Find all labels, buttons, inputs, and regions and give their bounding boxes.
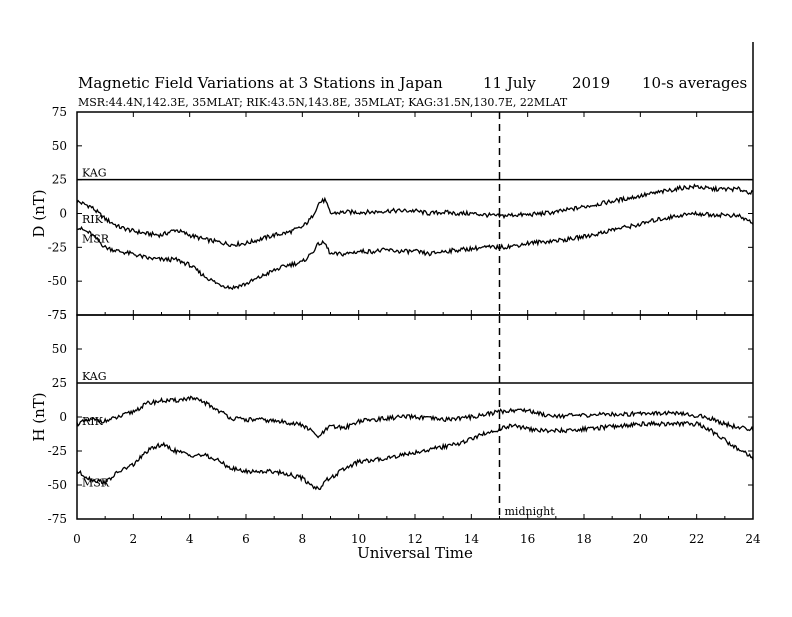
- y-tick-label: 25: [52, 173, 67, 187]
- series-label-kag: KAG: [82, 370, 107, 383]
- series-line-msr-upper: [76, 210, 754, 291]
- chart-date-day: 11 July: [483, 74, 536, 92]
- plot-panels: 75 50 25 0 -25 -50 -75 D (nT) KAG RIK MSR 75 50 25 0 -2…: [30, 105, 761, 562]
- series-label-kag: KAG: [82, 167, 107, 180]
- y-tick-label: -75: [48, 308, 67, 322]
- y-tick-label: 50: [52, 342, 67, 356]
- x-tick-label: 8: [299, 532, 307, 546]
- x-tick-label: 14: [464, 532, 480, 546]
- panel-frame-upper: [76, 111, 754, 316]
- chart-title: Magnetic Field Variations at 3 Stations …: [78, 74, 443, 92]
- series-label-rik: RIK: [82, 415, 104, 428]
- x-tick-label: 6: [242, 532, 250, 546]
- x-tick-label: 18: [576, 532, 591, 546]
- series-label-rik: RIK: [82, 213, 104, 226]
- x-tick-label: 2: [130, 532, 138, 546]
- y-tick-label: -50: [48, 478, 67, 492]
- x-tick-label: 16: [520, 532, 535, 546]
- y-tick-label: 50: [52, 139, 67, 153]
- y-tick-label: -50: [48, 274, 67, 288]
- y-axis-label-upper: D (nT): [30, 189, 48, 237]
- y-tick-label: -25: [48, 240, 67, 254]
- y-tick-label: 0: [59, 410, 67, 424]
- y-tick-label: 25: [52, 376, 67, 390]
- x-tick-label: 20: [633, 532, 648, 546]
- x-axis-label: Universal Time: [357, 544, 473, 562]
- chart-averaging: 10-s averages: [642, 74, 747, 92]
- y-tick-label: -25: [48, 444, 67, 458]
- panel-upper: 75 50 25 0 -25 -50 -75 D (nT) KAG RIK MSR: [30, 105, 754, 322]
- y-tick-label: 0: [59, 207, 67, 221]
- y-tick-label: 75: [52, 308, 67, 322]
- series-line-rik-lower: [76, 395, 754, 439]
- midnight-label: midnight: [505, 505, 556, 518]
- series-label-msr: MSR: [82, 476, 110, 489]
- panel-lower: 75 50 25 0 -25 -50 -75 H (nT) KAG RIK MSR: [30, 308, 754, 526]
- x-tick-label: 22: [689, 532, 704, 546]
- series-line-rik-upper: [76, 183, 754, 248]
- x-tick-label: 12: [407, 532, 422, 546]
- y-tick-label: -75: [48, 512, 67, 526]
- x-tick-label: 24: [745, 532, 761, 546]
- chart-stations-line: MSR:44.4N,142.3E, 35MLAT; RIK:43.5N,143.…: [78, 96, 568, 109]
- x-tick-label: 10: [351, 532, 366, 546]
- series-line-msr-lower: [76, 420, 754, 491]
- x-tick-label: 4: [186, 532, 194, 546]
- y-tick-label: 75: [52, 105, 67, 119]
- series-label-msr: MSR: [82, 232, 110, 245]
- chart-date-year: 2019: [572, 74, 610, 92]
- x-tick-label: 0: [73, 532, 81, 546]
- y-axis-label-lower: H (nT): [30, 392, 48, 441]
